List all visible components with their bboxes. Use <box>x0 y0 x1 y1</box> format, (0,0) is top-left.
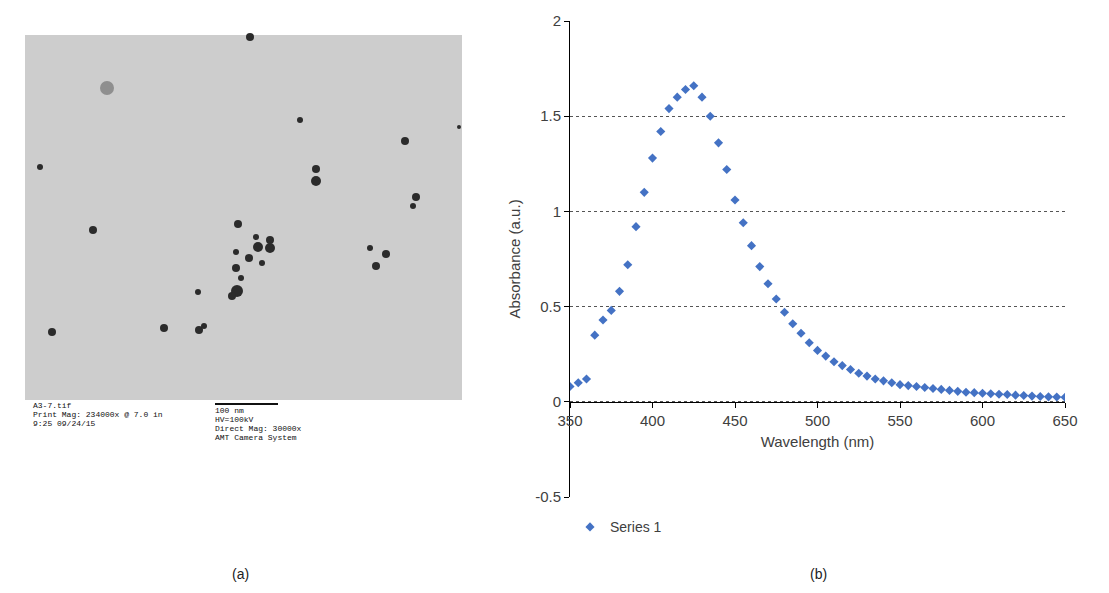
svg-text:350: 350 <box>557 412 582 429</box>
svg-text:1: 1 <box>553 203 561 220</box>
svg-text:0.5: 0.5 <box>540 298 561 315</box>
svg-text:0: 0 <box>553 393 561 410</box>
svg-text:A3-7.tif: A3-7.tif <box>33 401 72 410</box>
svg-text:100 nm: 100 nm <box>215 406 244 415</box>
html-text:(a): (a) <box>232 566 250 582</box>
svg-text:AMT Camera System: AMT Camera System <box>215 433 297 442</box>
svg-text:600: 600 <box>970 412 995 429</box>
svg-text:Absorbance (a.u.): Absorbance (a.u.) <box>506 199 523 318</box>
svg-text:Series 1: Series 1 <box>610 519 662 535</box>
svg-text:500: 500 <box>805 412 830 429</box>
html-text:(b): (b) <box>810 566 828 582</box>
svg-text:1.5: 1.5 <box>540 107 561 124</box>
svg-text:-0.5: -0.5 <box>535 488 561 505</box>
svg-text:Print Mag: 234000x @ 7.0 in: Print Mag: 234000x @ 7.0 in <box>33 410 163 419</box>
svg-text:Wavelength (nm): Wavelength (nm) <box>761 433 875 450</box>
svg-text:550: 550 <box>887 412 912 429</box>
svg-text:450: 450 <box>722 412 747 429</box>
svg-text:400: 400 <box>640 412 665 429</box>
svg-text:HV=100kV: HV=100kV <box>215 415 254 424</box>
svg-text:Direct Mag: 30000x: Direct Mag: 30000x <box>215 424 302 433</box>
svg-text:2: 2 <box>553 12 561 29</box>
svg-text:9:25 09/24/15: 9:25 09/24/15 <box>33 419 96 428</box>
svg-text:650: 650 <box>1052 412 1077 429</box>
